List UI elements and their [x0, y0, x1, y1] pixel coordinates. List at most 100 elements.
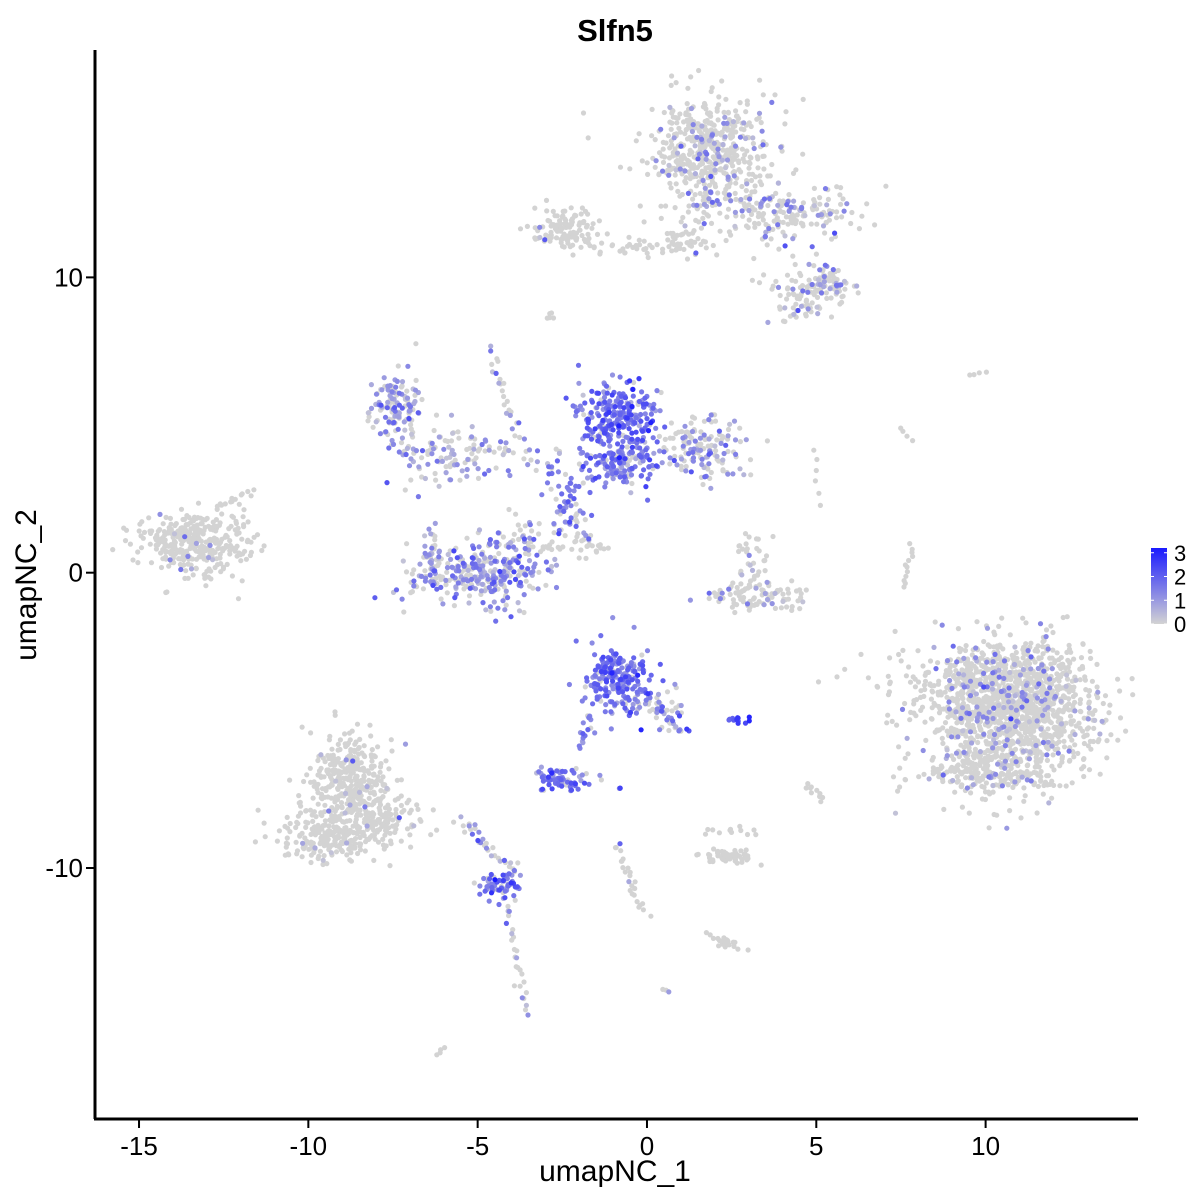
- cell-point: [536, 531, 542, 537]
- cell-point: [658, 389, 664, 396]
- cell-point: [703, 930, 710, 936]
- cell-point: [558, 225, 564, 232]
- cell-point: [605, 545, 611, 551]
- cell-point: [232, 527, 238, 533]
- cell-point: [459, 468, 465, 474]
- cell-point: [1130, 692, 1136, 698]
- cell-point: [940, 725, 946, 731]
- cell-point: [601, 546, 607, 552]
- cell-point: [471, 442, 477, 448]
- cell-point: [684, 240, 690, 246]
- cell-point: [693, 183, 700, 189]
- cell-point: [990, 659, 996, 665]
- cell-point: [723, 937, 730, 943]
- cell-point: [811, 185, 818, 191]
- cell-point: [705, 443, 711, 449]
- cell-point: [526, 558, 533, 564]
- cell-point: [716, 94, 722, 100]
- cell-point: [744, 181, 750, 187]
- cell-point: [166, 563, 172, 569]
- cell-point: [243, 556, 249, 562]
- cell-point: [400, 558, 406, 564]
- cell-point: [658, 203, 664, 209]
- cell-point: [679, 429, 685, 435]
- cell-point: [448, 438, 455, 444]
- cell-point: [466, 593, 473, 599]
- cell-point: [186, 538, 192, 544]
- cell-point: [703, 156, 709, 162]
- cell-point: [509, 426, 515, 432]
- cell-point: [708, 469, 714, 476]
- cell-point: [322, 802, 328, 808]
- cell-point: [354, 811, 360, 818]
- cell-point: [599, 240, 605, 246]
- cell-point: [669, 248, 675, 254]
- cell-point: [398, 440, 405, 446]
- cell-point: [685, 85, 691, 91]
- cell-point: [512, 433, 518, 439]
- cell-point: [736, 159, 742, 166]
- cell-point: [985, 741, 991, 747]
- cell-point: [521, 456, 527, 462]
- cell-point: [817, 201, 823, 207]
- cell-point: [991, 696, 997, 702]
- cell-point: [511, 531, 517, 537]
- cell-point: [636, 237, 642, 243]
- cell-point: [200, 516, 206, 523]
- cell-point: [824, 295, 830, 301]
- cell-point: [231, 546, 237, 552]
- cell-point: [476, 527, 483, 533]
- cell-point: [136, 528, 142, 534]
- cell-point: [1023, 641, 1029, 647]
- cell-point: [408, 426, 414, 432]
- cell-point: [1103, 717, 1109, 723]
- cell-point: [208, 576, 214, 582]
- cell-point: [977, 677, 983, 683]
- cell-point: [975, 734, 981, 740]
- cell-point: [358, 777, 365, 784]
- cell-point: [354, 806, 360, 813]
- cell-point: [633, 456, 639, 462]
- cell-point: [217, 555, 223, 561]
- cell-point: [583, 555, 589, 562]
- cell-point: [756, 280, 763, 286]
- cell-point: [1073, 677, 1079, 683]
- cell-point: [803, 587, 809, 593]
- cell-point: [163, 554, 169, 560]
- cell-point: [1021, 785, 1027, 791]
- cell-point: [761, 602, 767, 608]
- cell-point: [357, 834, 363, 840]
- cell-point: [604, 231, 610, 237]
- cell-point: [825, 196, 832, 202]
- cell-point: [210, 557, 216, 563]
- cell-point: [748, 472, 754, 478]
- cell-point: [573, 513, 579, 519]
- cell-point: [574, 534, 580, 540]
- cell-point: [579, 772, 585, 778]
- cell-point: [1051, 782, 1057, 789]
- cell-point: [590, 221, 596, 227]
- cell-point: [299, 724, 305, 730]
- cell-point: [702, 102, 708, 108]
- cell-point: [1033, 770, 1039, 776]
- cell-point: [576, 461, 583, 467]
- cell-point: [682, 223, 688, 229]
- cell-point: [560, 208, 566, 214]
- cell-point: [320, 861, 326, 868]
- cell-point: [367, 722, 373, 728]
- cell-point: [398, 384, 405, 390]
- cell-point: [996, 718, 1002, 724]
- cell-point: [1107, 702, 1113, 708]
- cell-point: [907, 717, 913, 723]
- cell-point: [743, 437, 749, 443]
- cell-point: [820, 223, 827, 229]
- cell-point: [743, 847, 749, 853]
- cell-point: [706, 138, 712, 144]
- cell-point: [812, 289, 818, 295]
- cell-point: [574, 519, 580, 525]
- cell-point: [553, 562, 560, 568]
- cell-point: [482, 555, 488, 561]
- cell-point: [530, 585, 536, 591]
- cell-point: [955, 734, 961, 740]
- cell-point: [562, 519, 568, 525]
